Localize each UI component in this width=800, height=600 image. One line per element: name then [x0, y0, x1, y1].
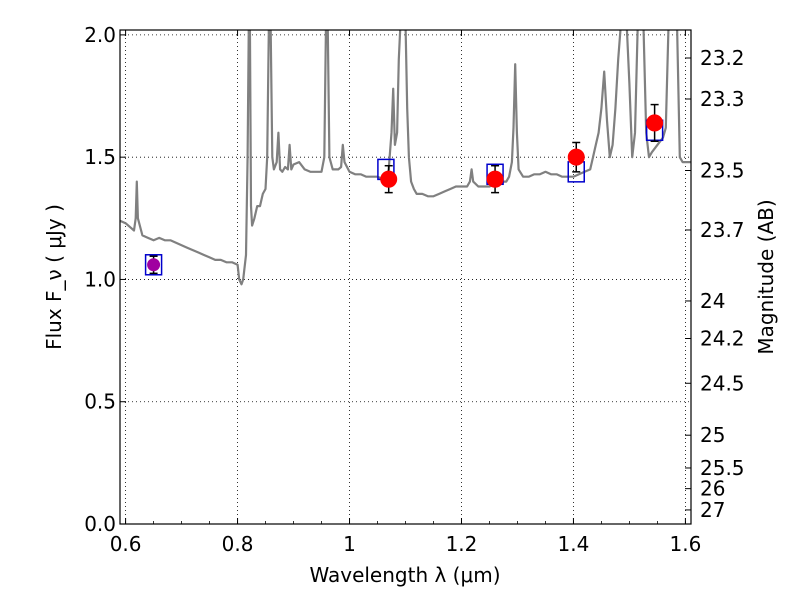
x-tick-label: 1 — [343, 532, 356, 556]
magnitude-tick-label: 24.2 — [700, 326, 745, 350]
magnitude-tick-label: 27 — [700, 498, 725, 522]
magnitude-tick-label: 23.2 — [700, 46, 745, 70]
y-tick-label: 1.5 — [84, 145, 116, 169]
magnitude-tick-label: 24 — [700, 289, 725, 313]
observed-point — [646, 114, 664, 132]
observed-point — [147, 258, 161, 272]
spectrum-layer — [120, 30, 691, 286]
magnitude-tick-label: 23.3 — [700, 87, 745, 111]
x-tick-labels: 0.6 0.8 1 1.2 1.4 1.6 — [110, 532, 702, 556]
observed-point — [486, 170, 504, 188]
magnitude-tick-label: 25 — [700, 423, 725, 447]
y-axis-label: Flux F_ν ( μJy ) — [42, 204, 66, 350]
magnitude-tick-label: 24.5 — [700, 371, 745, 395]
y-tick-label: 0.0 — [84, 512, 116, 536]
x-tick-label: 0.8 — [222, 532, 254, 556]
observed-point — [380, 170, 398, 188]
y-tick-label: 1.0 — [84, 267, 116, 291]
y-tick-labels: 0.0 0.5 1.0 1.5 2.0 — [84, 23, 116, 536]
y-tick-label: 0.5 — [84, 390, 116, 414]
magnitude-tick-label: 26 — [700, 477, 725, 501]
x-axis-label: Wavelength λ (μm) — [309, 563, 500, 587]
y2-axis-label: Magnitude (AB) — [754, 199, 778, 354]
magnitude-tick-label: 25.5 — [700, 456, 745, 480]
x-tick-label: 1.4 — [558, 532, 590, 556]
x-tick-label: 1.6 — [669, 532, 701, 556]
y-tick-label: 2.0 — [84, 23, 116, 47]
x-tick-label: 0.6 — [110, 532, 142, 556]
x-tick-label: 1.2 — [446, 532, 478, 556]
observed-point — [567, 148, 585, 166]
magnitude-tick-label: 23.5 — [700, 159, 745, 183]
spectrum-line — [120, 30, 691, 286]
axis-ticks — [120, 30, 691, 525]
model-square-marker — [144, 254, 163, 276]
magnitude-tick-label: 23.7 — [700, 218, 745, 242]
points-layer — [144, 103, 664, 276]
